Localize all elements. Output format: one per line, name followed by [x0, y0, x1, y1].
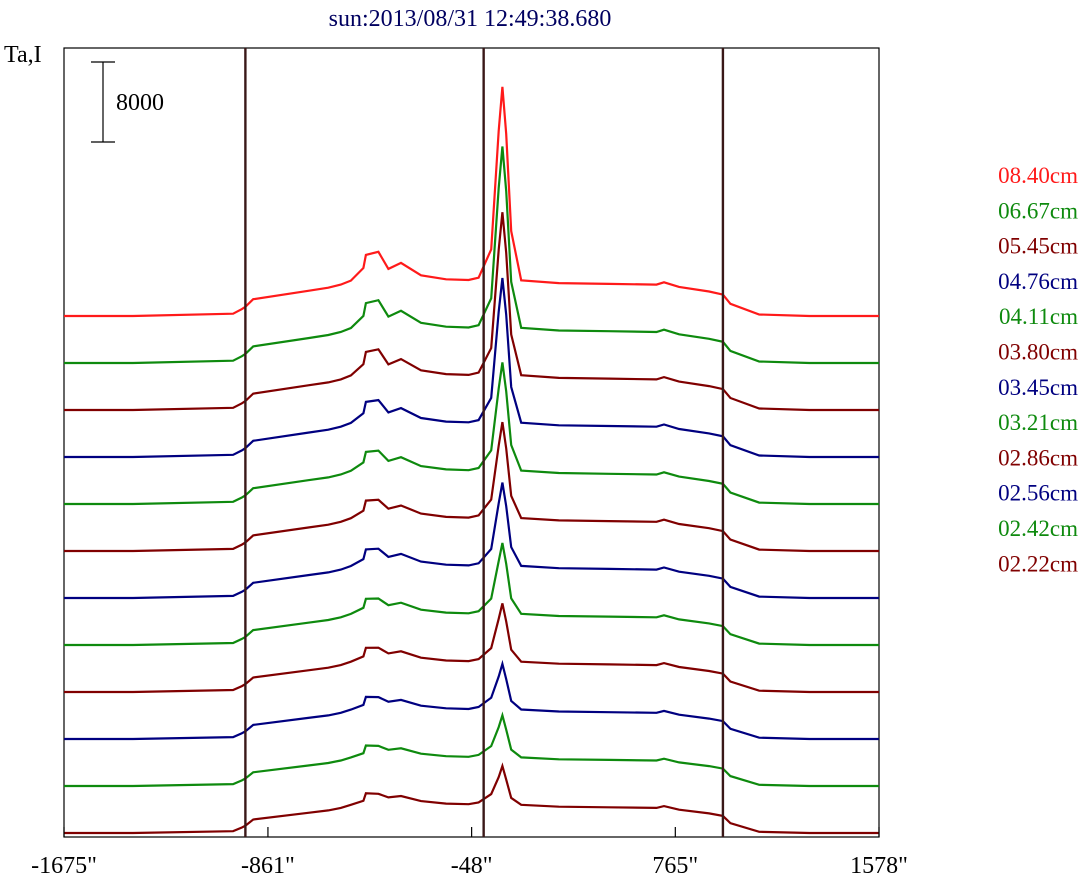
series-line-05.45cm — [64, 212, 879, 412]
legend-entry: 06.67cm — [998, 198, 1078, 223]
legend-entry: 02.42cm — [998, 516, 1078, 541]
series-line-02.42cm — [64, 711, 879, 788]
x-tick-label: -48" — [451, 853, 493, 879]
chart-title: sun:2013/08/31 12:49:38.680 — [329, 6, 612, 32]
x-tick-label: 765" — [652, 853, 698, 879]
legend-entry: 02.56cm — [998, 481, 1078, 506]
x-tick-label: -1675" — [31, 853, 97, 879]
y-axis-label: Ta,I — [4, 42, 42, 68]
legend-entry: 04.11cm — [999, 304, 1078, 329]
series-line-02.56cm — [64, 659, 879, 741]
series-line-04.11cm — [64, 362, 879, 506]
series-line-03.45cm — [64, 482, 879, 600]
scale-bar: 8000 — [91, 61, 164, 143]
legend-entry: 03.21cm — [998, 410, 1078, 435]
x-tick-label: -861" — [241, 853, 295, 879]
series-line-08.40cm — [64, 86, 879, 318]
legend-entry: 05.45cm — [998, 234, 1078, 259]
series-line-03.21cm — [64, 542, 879, 647]
x-tick-label: 1578" — [850, 853, 908, 879]
legend-entry: 03.45cm — [998, 375, 1078, 400]
legend-entry: 02.86cm — [998, 445, 1078, 470]
scale-bar-label: 8000 — [116, 90, 164, 116]
legend-entry: 02.22cm — [998, 551, 1078, 576]
x-axis-ticks: -1675" -861" -48" 765" 1578" — [31, 827, 908, 879]
legend-entry: 08.40cm — [998, 163, 1078, 188]
legend-entry: 03.80cm — [998, 340, 1078, 365]
series-line-03.80cm — [64, 421, 879, 553]
series-line-02.86cm — [64, 603, 879, 694]
plot-frame — [63, 47, 880, 838]
legend: 08.40cm 06.67cm 05.45cm 04.76cm 04.11cm 03.80… — [998, 163, 1078, 576]
series-line-02.22cm — [64, 762, 879, 835]
series-line-06.67cm — [64, 146, 879, 365]
legend-entry: 04.76cm — [998, 269, 1078, 294]
series-line-04.76cm — [64, 277, 879, 459]
series-layer — [64, 86, 879, 835]
vertical-markers — [244, 48, 725, 837]
